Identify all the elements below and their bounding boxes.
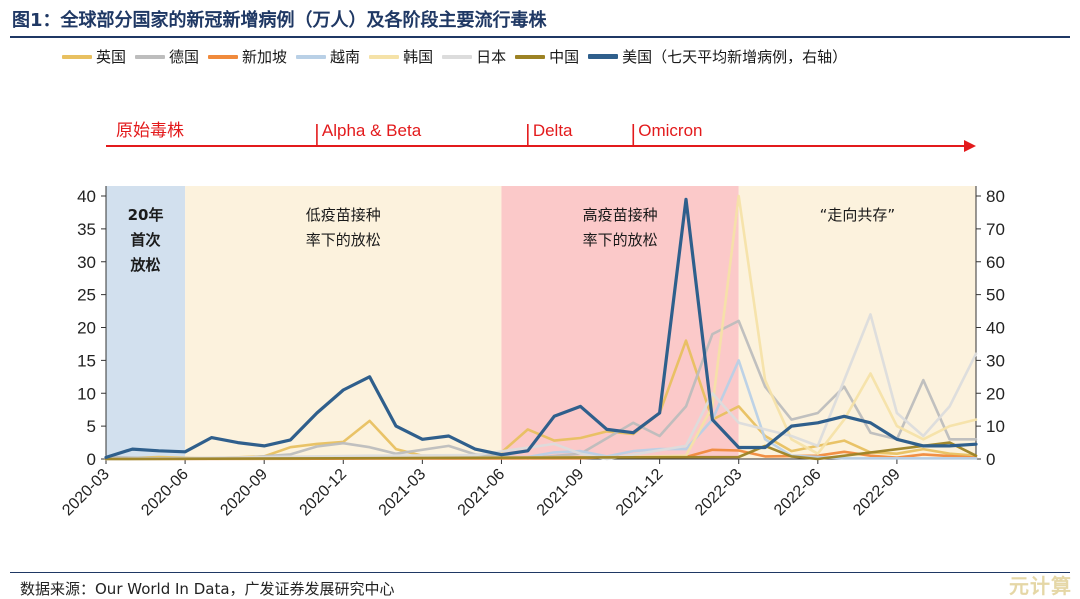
series-line — [104, 319, 978, 460]
legend-label: 新加坡 — [242, 48, 288, 66]
y-right-tick-label: 0 — [986, 450, 995, 469]
legend-item: 英国 — [62, 46, 126, 67]
legend-item: 美国（七天平均新增病例，右轴） — [588, 46, 847, 67]
series-line — [104, 441, 978, 461]
x-tick-label: 2022-06 — [771, 466, 825, 520]
legend-label: 中国 — [549, 48, 580, 66]
y-left-tick-label: 5 — [87, 417, 96, 436]
legend-label: 日本 — [476, 48, 507, 66]
x-tick-label: 2021-12 — [613, 466, 667, 520]
legend-label: 越南 — [330, 48, 361, 66]
y-right-tick-label: 60 — [986, 253, 1005, 272]
y-right-tick-label: 50 — [986, 286, 1005, 305]
series-line — [104, 197, 978, 459]
phase-label: 原始毒株 — [116, 121, 184, 141]
legend-swatch — [135, 54, 166, 59]
source-note: 数据来源：Our World In Data，广发证券发展研究中心 — [20, 580, 395, 598]
region-label: 率下的放松 — [583, 231, 658, 249]
legend-label: 美国（七天平均新增病例，右轴） — [622, 48, 848, 66]
legend-item: 德国 — [135, 46, 199, 67]
legend-swatch — [296, 54, 327, 59]
legend-swatch — [62, 54, 92, 59]
watermark: 元计算 — [1009, 574, 1072, 598]
region-label: 首次 — [131, 231, 161, 249]
y-right-tick-label: 20 — [986, 384, 1005, 403]
y-left-tick-label: 25 — [77, 286, 96, 305]
region-label: 放松 — [130, 256, 161, 274]
y-right-tick-label: 80 — [986, 187, 1005, 206]
phase-label: Delta — [533, 121, 573, 140]
phase-label: Alpha & Beta — [322, 121, 422, 140]
chart-title: 图1：全球部分国家的新冠新增病例（万人）及各阶段主要流行毒株 — [12, 10, 547, 31]
series-line — [104, 313, 978, 461]
y-left-tick-label: 20 — [77, 319, 96, 338]
y-left-tick-label: 15 — [77, 351, 96, 370]
x-tick-label: 2021-03 — [376, 466, 430, 520]
y-left-tick-label: 10 — [77, 384, 96, 403]
legend-item: 新加坡 — [208, 46, 287, 67]
region-label: 低疫苗接种 — [306, 206, 381, 224]
legend-label: 德国 — [169, 48, 200, 66]
region-label: “走向共存” — [820, 206, 896, 224]
x-tick-label: 2021-06 — [455, 466, 509, 520]
legend-swatch — [588, 54, 619, 59]
legend-item: 中国 — [515, 46, 579, 67]
legend-item: 越南 — [296, 46, 360, 67]
series-line — [104, 194, 978, 461]
region-band — [185, 186, 502, 459]
legend-swatch — [515, 54, 546, 59]
region-label: 20年 — [128, 206, 164, 224]
region-band — [738, 186, 976, 459]
x-tick-label: 2020-09 — [217, 466, 271, 520]
phase-label: Omicron — [638, 121, 702, 140]
title-rule — [10, 36, 1070, 38]
legend-swatch — [442, 54, 473, 59]
y-left-tick-label: 35 — [77, 220, 96, 239]
y-left-tick-label: 0 — [87, 450, 96, 469]
series-line — [104, 339, 978, 461]
y-right-tick-label: 10 — [986, 417, 1005, 436]
region-band — [501, 186, 739, 459]
legend: 英国 德国 新加坡 越南 韩国 日本 中国 美国（七天平均新增病例，右轴） — [62, 46, 856, 67]
x-tick-label: 2020-12 — [297, 466, 351, 520]
legend-item: 韩国 — [369, 46, 433, 67]
region-label: 高疫苗接种 — [583, 206, 658, 224]
legend-item: 日本 — [442, 46, 506, 67]
x-tick-label: 2020-06 — [138, 466, 192, 520]
legend-swatch — [369, 54, 400, 59]
y-right-tick-label: 30 — [986, 351, 1005, 370]
region-band — [106, 186, 186, 459]
x-tick-label: 2021-09 — [534, 466, 588, 520]
x-tick-label: 2022-09 — [850, 466, 904, 520]
legend-label: 韩国 — [403, 48, 434, 66]
y-right-tick-label: 70 — [986, 220, 1005, 239]
y-left-tick-label: 40 — [77, 187, 96, 206]
x-tick-label: 2022-03 — [692, 466, 746, 520]
y-left-tick-label: 30 — [77, 253, 96, 272]
legend-label: 英国 — [96, 48, 127, 66]
y-right-tick-label: 40 — [986, 319, 1005, 338]
phase-arrow-head — [964, 140, 976, 152]
legend-swatch — [208, 54, 239, 59]
source-rule — [10, 572, 1070, 573]
region-label: 率下的放松 — [306, 231, 381, 249]
x-tick-label: 2020-03 — [59, 466, 113, 520]
